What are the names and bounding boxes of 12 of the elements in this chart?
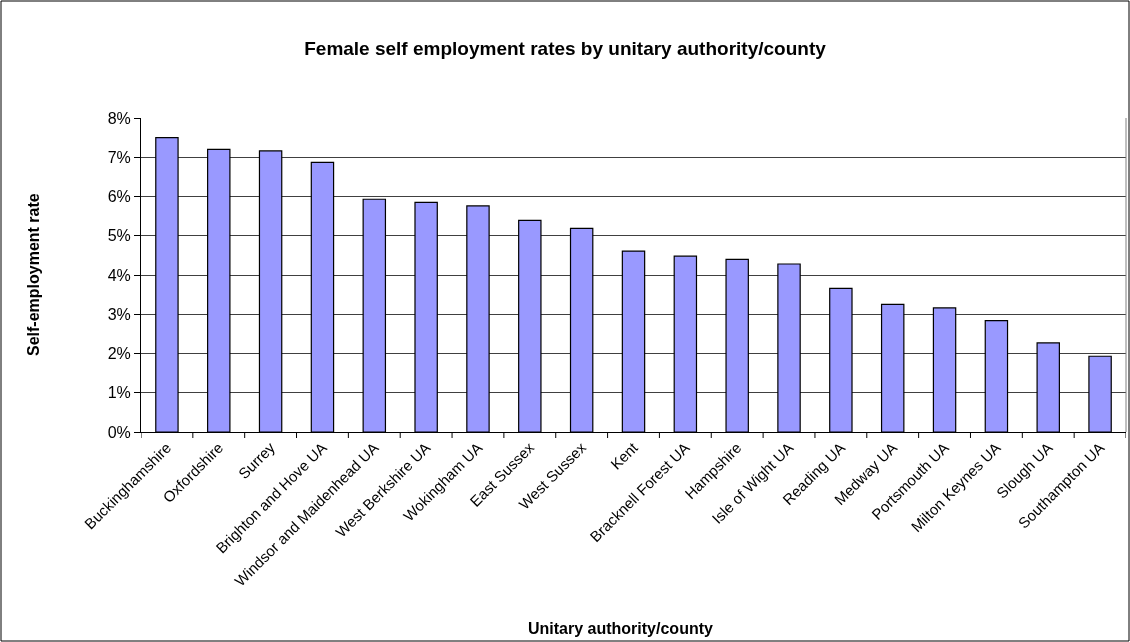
y-axis-title: Self-employment rate <box>25 193 42 356</box>
y-tick-label: 3% <box>107 305 131 323</box>
y-tick-label: 6% <box>107 188 131 206</box>
y-tick-label: 1% <box>107 384 131 402</box>
y-tick-label: 2% <box>107 345 131 363</box>
y-tick-label: 7% <box>107 148 131 166</box>
chart-title: Female self employment rates by unitary authority/county <box>304 37 827 59</box>
y-tick-label: 0% <box>107 423 131 441</box>
y-tick-label: 4% <box>107 266 131 284</box>
y-tick-label: 8% <box>107 109 131 127</box>
x-axis-title: Unitary authority/county <box>528 620 714 637</box>
y-tick-label: 5% <box>107 227 131 245</box>
